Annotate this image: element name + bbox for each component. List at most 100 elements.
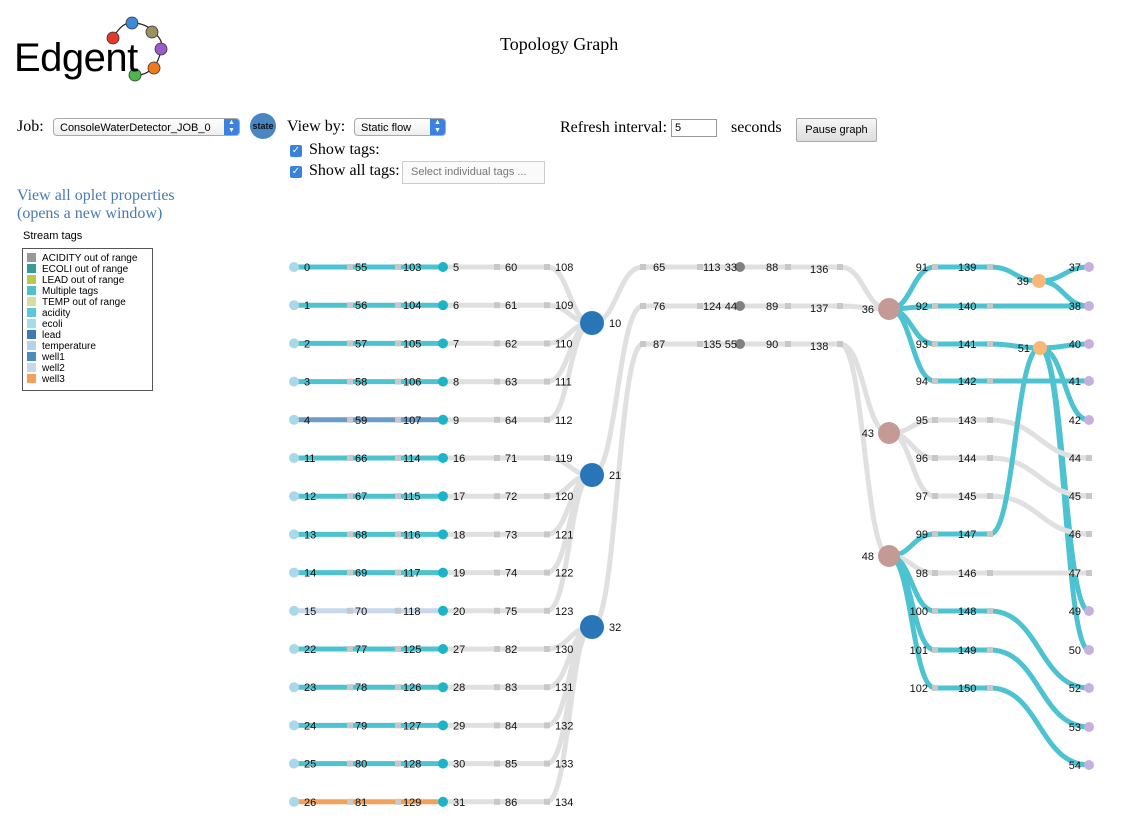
view-oplet-properties-link[interactable]: View all oplet properties (opens a new w… xyxy=(17,187,175,223)
view-by-select[interactable]: Static flow ▲ ▼ xyxy=(354,118,446,136)
source-node[interactable] xyxy=(289,262,299,272)
oplet-node[interactable] xyxy=(494,302,500,309)
oplet-node[interactable] xyxy=(494,378,500,385)
oplet-node[interactable] xyxy=(494,531,500,538)
oplet-node[interactable] xyxy=(347,760,353,767)
sink-node[interactable] xyxy=(1086,570,1092,576)
stage-node[interactable] xyxy=(438,338,448,349)
sink-node[interactable] xyxy=(1086,531,1092,537)
source-node[interactable] xyxy=(289,644,299,654)
stage-node[interactable] xyxy=(438,605,448,616)
oplet-node[interactable] xyxy=(785,303,791,309)
oplet-node[interactable] xyxy=(395,302,401,309)
oplet-node[interactable] xyxy=(785,264,791,270)
oplet-node[interactable] xyxy=(544,569,550,576)
sink-node[interactable] xyxy=(1084,339,1094,349)
oplet-node[interactable] xyxy=(987,264,993,270)
oplet-node[interactable] xyxy=(932,608,938,614)
oplet-node[interactable] xyxy=(494,455,500,461)
oplet-node[interactable] xyxy=(395,607,401,614)
source-node[interactable] xyxy=(289,720,299,731)
oplet-node[interactable] xyxy=(347,798,353,805)
oplet-node[interactable] xyxy=(932,264,938,270)
oplet-node[interactable] xyxy=(395,340,401,347)
stage-node[interactable] xyxy=(438,529,448,540)
oplet-node[interactable] xyxy=(544,722,550,729)
sink-node[interactable] xyxy=(1086,493,1092,499)
oplet-node[interactable] xyxy=(837,303,843,309)
oplet-node[interactable] xyxy=(395,378,401,385)
oplet-node[interactable] xyxy=(347,416,353,423)
stage-node[interactable] xyxy=(438,414,448,425)
oplet-node[interactable] xyxy=(347,722,353,729)
oplet-node[interactable] xyxy=(932,341,938,347)
oplet-node[interactable] xyxy=(932,647,938,653)
oplet-node[interactable] xyxy=(932,685,938,691)
stage-node[interactable] xyxy=(438,720,448,731)
oplet-node[interactable] xyxy=(544,684,550,691)
oplet-node[interactable] xyxy=(494,416,500,423)
sink-node[interactable] xyxy=(1084,645,1094,655)
oplet-node[interactable] xyxy=(932,417,938,423)
oplet-node[interactable] xyxy=(395,722,401,729)
oplet-node[interactable] xyxy=(837,341,843,347)
pause-graph-button[interactable]: Pause graph xyxy=(796,118,877,142)
oplet-node[interactable] xyxy=(494,264,500,270)
oplet-node[interactable] xyxy=(932,493,938,499)
oplet-node[interactable] xyxy=(347,264,353,270)
stage-node[interactable] xyxy=(438,682,448,693)
oplet-node[interactable] xyxy=(987,378,993,384)
oplet-node[interactable] xyxy=(837,264,843,270)
oplet-node[interactable] xyxy=(347,378,353,385)
sink-node[interactable] xyxy=(1084,683,1094,693)
oplet-node[interactable] xyxy=(544,531,550,538)
source-node[interactable] xyxy=(289,453,299,463)
source-node[interactable] xyxy=(289,300,299,311)
peek-node[interactable] xyxy=(735,301,745,311)
show-all-tags-checkbox[interactable]: ✓ xyxy=(290,166,302,178)
refresh-interval-input[interactable]: 5 xyxy=(671,119,717,137)
job-select[interactable]: ConsoleWaterDetector_JOB_0 ▲ ▼ xyxy=(53,118,240,136)
source-node[interactable] xyxy=(289,529,299,540)
oplet-node[interactable] xyxy=(987,531,993,537)
stage-node[interactable] xyxy=(438,376,448,387)
filter-node[interactable] xyxy=(1032,274,1046,288)
filter-node[interactable] xyxy=(1033,341,1047,355)
oplet-node[interactable] xyxy=(697,303,703,309)
oplet-node[interactable] xyxy=(987,685,993,691)
sink-node[interactable] xyxy=(1084,262,1094,272)
source-node[interactable] xyxy=(289,491,299,502)
oplet-node[interactable] xyxy=(987,608,993,614)
oplet-node[interactable] xyxy=(932,378,938,384)
oplet-node[interactable] xyxy=(785,341,791,347)
source-node[interactable] xyxy=(289,338,299,349)
stage-node[interactable] xyxy=(438,796,448,807)
oplet-node[interactable] xyxy=(347,493,353,500)
oplet-node[interactable] xyxy=(932,531,938,537)
oplet-node[interactable] xyxy=(395,760,401,767)
state-button[interactable]: state xyxy=(250,113,276,139)
oplet-node[interactable] xyxy=(494,493,500,500)
oplet-node[interactable] xyxy=(932,303,938,309)
oplet-node[interactable] xyxy=(544,416,550,423)
oplet-node[interactable] xyxy=(640,303,646,309)
sink-node[interactable] xyxy=(1086,455,1092,461)
oplet-node[interactable] xyxy=(987,493,993,499)
source-node[interactable] xyxy=(289,414,299,425)
oplet-node[interactable] xyxy=(395,493,401,500)
source-node[interactable] xyxy=(289,796,299,807)
oplet-node[interactable] xyxy=(494,340,500,347)
oplet-node[interactable] xyxy=(347,340,353,347)
oplet-node[interactable] xyxy=(932,570,938,576)
oplet-node[interactable] xyxy=(494,798,500,805)
union-node[interactable] xyxy=(580,463,604,487)
source-node[interactable] xyxy=(289,605,299,616)
source-node[interactable] xyxy=(289,758,299,769)
sink-node[interactable] xyxy=(1084,606,1094,616)
oplet-node[interactable] xyxy=(544,493,550,500)
oplet-node[interactable] xyxy=(395,264,401,270)
oplet-node[interactable] xyxy=(640,341,646,347)
split-node[interactable] xyxy=(878,545,900,567)
oplet-node[interactable] xyxy=(987,303,993,309)
